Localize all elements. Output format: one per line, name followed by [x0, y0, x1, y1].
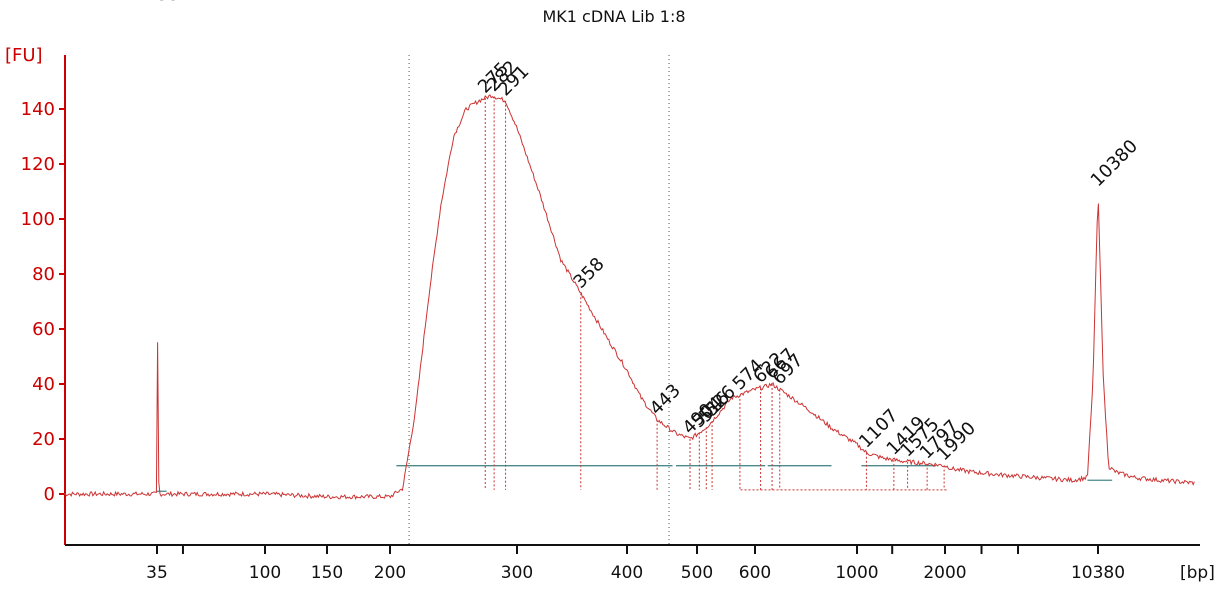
x-tick-label: 600: [739, 563, 771, 583]
peak-label: 35: [157, 0, 180, 5]
x-tick-label: 35: [146, 563, 168, 583]
peak-labels: 2752822913584434905045165265746226676971…: [157, 0, 1142, 465]
x-axis-label: [bp]: [1180, 563, 1215, 583]
y-axis-label: [FU]: [5, 45, 43, 66]
x-tick-label: 200: [374, 563, 406, 583]
x-tick-label: 1000: [835, 563, 878, 583]
chart-title: MK1 cDNA Lib 1:8: [542, 7, 685, 26]
x-tick-label: 10380: [1071, 563, 1125, 583]
series-trace: [63, 94, 1195, 501]
y-tick-label: 80: [32, 264, 55, 285]
y-tick-label: 100: [21, 209, 55, 230]
x-tick-label: 400: [611, 563, 643, 583]
x-tick-label: 100: [249, 563, 281, 583]
y-tick-label: 0: [44, 484, 55, 505]
peak-label: 358: [569, 254, 608, 293]
plot-area: [63, 55, 1200, 546]
x-axis-ticks: 35 100 150 200 300 400 500 600 1000 2000 10380: [146, 545, 1125, 583]
peak-label: 10380: [1087, 136, 1142, 191]
y-axis-ticks: 0 20 40 60 80 100 120 140: [21, 99, 65, 505]
y-tick-label: 120: [21, 154, 55, 175]
x-tick-label: 150: [311, 563, 343, 583]
x-tick-label: 500: [681, 563, 713, 583]
y-tick-label: 20: [32, 429, 55, 450]
y-tick-label: 40: [32, 374, 55, 395]
y-tick-label: 140: [21, 99, 55, 120]
x-tick-label: 300: [501, 563, 533, 583]
x-tick-label: 2000: [923, 563, 966, 583]
peak-label: 443: [646, 380, 685, 419]
y-tick-label: 60: [32, 319, 55, 340]
